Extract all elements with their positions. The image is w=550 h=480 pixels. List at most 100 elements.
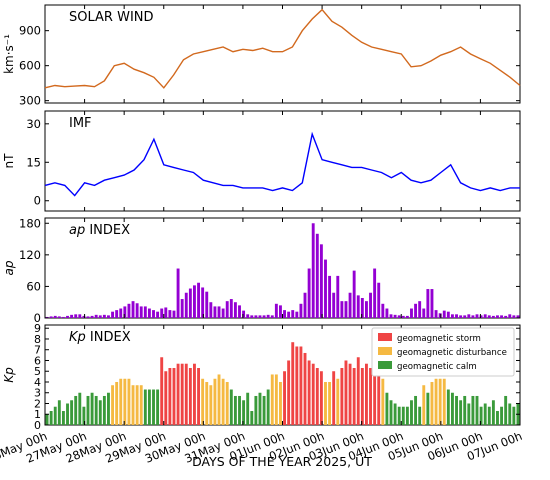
bar: [135, 303, 139, 318]
bar: [274, 303, 278, 318]
bar: [504, 395, 508, 425]
bar: [299, 346, 303, 425]
bar: [188, 368, 192, 425]
bar: [201, 378, 205, 425]
bar: [328, 275, 332, 318]
bar: [94, 395, 98, 425]
legend-label: geomagnetic storm: [397, 334, 481, 344]
bar: [381, 378, 385, 425]
bar: [475, 314, 479, 318]
bar: [262, 315, 266, 318]
bar: [307, 268, 311, 318]
bar: [344, 301, 348, 318]
bar: [213, 306, 217, 318]
legend-label: geomagnetic calm: [397, 362, 477, 372]
bar: [315, 368, 319, 425]
bar: [135, 385, 139, 425]
bar: [57, 316, 61, 318]
bar: [250, 315, 254, 318]
y-axis-label: ap: [2, 260, 16, 275]
panel-label: Kp INDEX: [69, 330, 131, 345]
bar: [463, 315, 467, 318]
bar: [225, 381, 229, 425]
bar: [279, 305, 282, 318]
bar: [229, 299, 233, 318]
bar: [471, 315, 475, 318]
bar: [356, 357, 360, 425]
bar: [455, 395, 458, 425]
bar: [201, 287, 205, 318]
bar: [430, 381, 434, 425]
bar: [102, 395, 106, 425]
y-tick-label: 6: [34, 354, 41, 367]
bar: [291, 310, 295, 318]
bar: [66, 315, 69, 318]
bar: [369, 368, 372, 425]
bar: [262, 395, 266, 425]
bar: [487, 315, 491, 318]
y-tick-label: 0: [34, 311, 41, 325]
bar: [123, 378, 127, 425]
bar: [496, 411, 499, 425]
bar: [430, 289, 434, 318]
bar: [405, 315, 409, 318]
bar: [455, 314, 458, 318]
y-tick-label: 600: [19, 59, 41, 73]
bar: [107, 392, 110, 425]
bar: [393, 403, 397, 425]
bar: [49, 411, 53, 425]
bar: [102, 314, 106, 318]
bar: [246, 314, 250, 318]
bar: [147, 308, 151, 318]
bar: [258, 315, 262, 318]
bar: [315, 233, 319, 318]
panel-label: ap INDEX: [69, 223, 130, 238]
bar: [49, 316, 53, 318]
bar: [274, 374, 278, 425]
bar: [332, 371, 336, 425]
bar: [283, 371, 286, 425]
y-tick-label: 8: [34, 333, 41, 346]
bar: [336, 378, 340, 425]
bar: [418, 301, 422, 318]
bar: [176, 363, 180, 425]
bar: [295, 346, 299, 425]
bar: [385, 308, 389, 318]
bar: [483, 403, 487, 425]
bar: [86, 316, 90, 318]
bar: [193, 363, 196, 425]
y-tick-label: 15: [26, 155, 41, 169]
bar: [508, 403, 512, 425]
bar: [356, 295, 360, 318]
legend-label: geomagnetic disturbance: [397, 348, 507, 358]
bar: [53, 315, 57, 318]
bar: [422, 308, 426, 318]
bar: [344, 360, 348, 425]
bar: [61, 316, 65, 318]
bar: [98, 315, 102, 318]
y-tick-label: 1: [34, 408, 41, 421]
bar: [197, 282, 200, 318]
bar: [467, 403, 471, 425]
bar: [111, 311, 115, 318]
y-tick-label: 300: [19, 94, 41, 108]
bar: [270, 374, 274, 425]
bar: [389, 400, 393, 425]
y-axis-label: km·s⁻¹: [2, 34, 16, 74]
bar: [401, 315, 405, 318]
bar: [127, 303, 131, 318]
bar: [94, 314, 98, 318]
bar: [405, 406, 409, 425]
legend: geomagnetic storm geomagnetic disturbance…: [371, 327, 515, 377]
y-tick-label: 120: [19, 248, 41, 262]
bar: [512, 315, 516, 318]
bar: [393, 314, 397, 318]
bar: [397, 315, 401, 318]
bar: [119, 378, 123, 425]
bar: [475, 395, 479, 425]
bar: [389, 314, 393, 318]
bar: [156, 389, 160, 425]
bar: [184, 292, 188, 318]
bar: [414, 395, 418, 425]
